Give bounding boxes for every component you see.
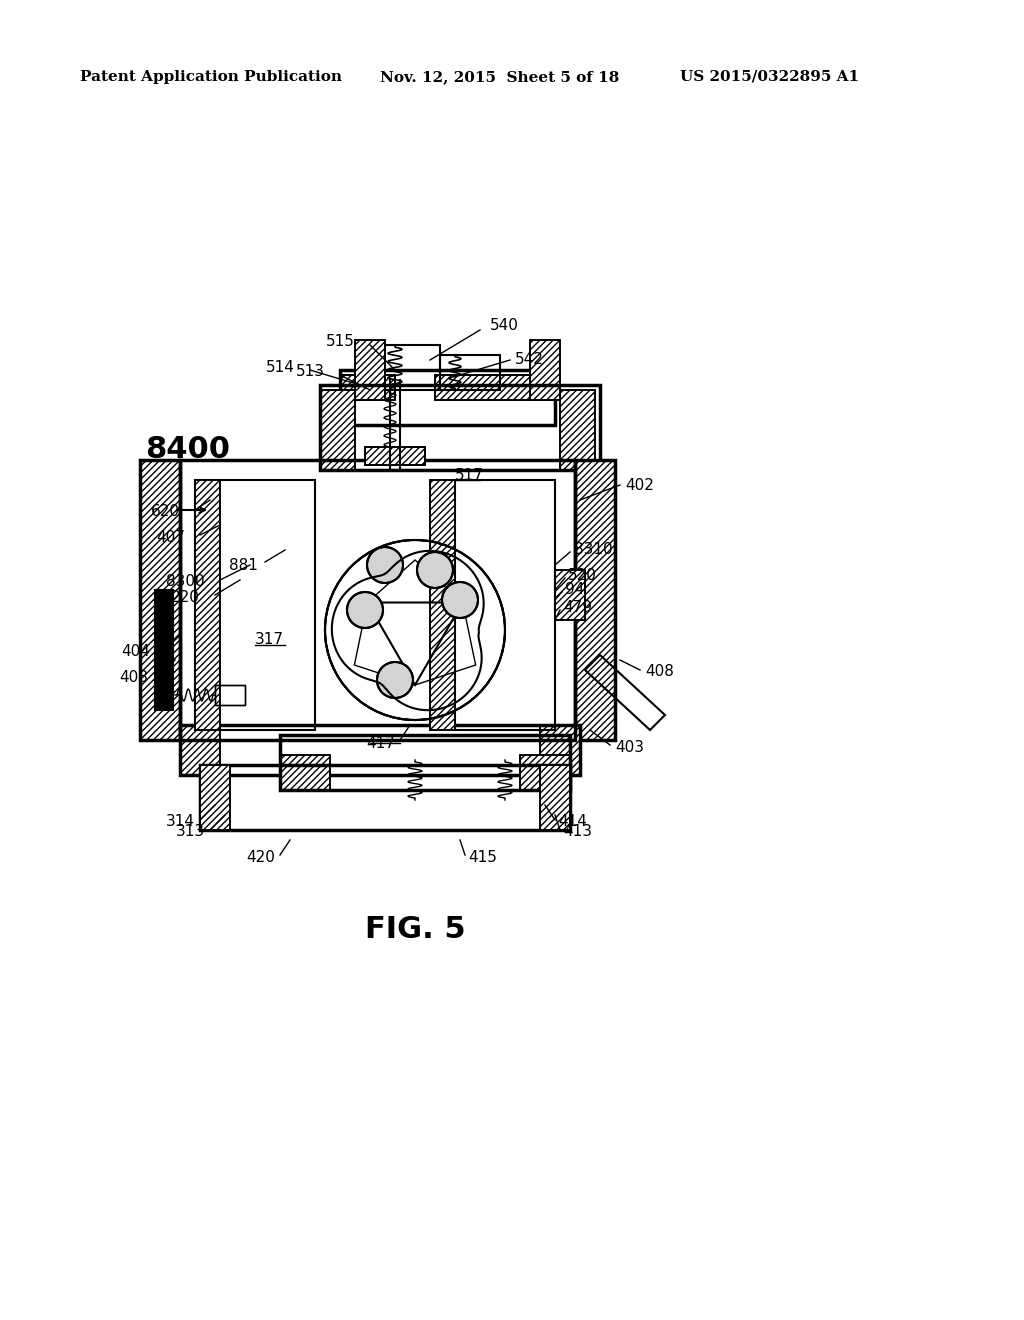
Bar [340, 375, 395, 400]
Bar [180, 725, 580, 775]
Text: 313: 313 [176, 825, 205, 840]
Bar [520, 755, 570, 789]
Bar [540, 725, 580, 775]
Bar [195, 480, 220, 730]
Bar [319, 389, 355, 470]
Bar [520, 755, 570, 789]
Bar [155, 590, 173, 710]
Bar [530, 341, 560, 400]
Bar [540, 766, 570, 830]
Text: 220: 220 [171, 590, 200, 605]
Bar [380, 345, 440, 389]
Text: 881: 881 [229, 557, 258, 573]
Text: 517: 517 [455, 467, 484, 483]
Text: 513: 513 [296, 364, 325, 380]
Text: 408: 408 [645, 664, 674, 680]
Bar [340, 375, 395, 400]
Text: 8310: 8310 [574, 543, 612, 557]
Bar [140, 459, 180, 741]
Circle shape [347, 591, 383, 628]
Bar [430, 480, 455, 730]
Circle shape [377, 663, 413, 698]
Bar [319, 385, 600, 470]
Bar [195, 480, 315, 730]
Bar [540, 766, 570, 830]
Text: 317: 317 [255, 632, 284, 648]
Text: US 2015/0322895 A1: US 2015/0322895 A1 [680, 70, 859, 84]
Text: 414: 414 [558, 814, 587, 829]
Text: 620: 620 [151, 504, 180, 520]
Text: Nov. 12, 2015  Sheet 5 of 18: Nov. 12, 2015 Sheet 5 of 18 [380, 70, 620, 84]
Text: Patent Application Publication: Patent Application Publication [80, 70, 342, 84]
Bar [435, 375, 555, 400]
Bar [575, 459, 615, 741]
Text: 420: 420 [246, 850, 275, 865]
Bar [200, 766, 570, 830]
Bar [430, 480, 455, 730]
Bar [319, 389, 355, 470]
Bar [455, 480, 555, 730]
Bar [200, 766, 230, 830]
Text: 314: 314 [166, 814, 195, 829]
Text: 403: 403 [615, 739, 644, 755]
Text: 415: 415 [468, 850, 497, 865]
Bar [195, 480, 220, 730]
Circle shape [417, 552, 453, 587]
Text: 515: 515 [326, 334, 355, 350]
Bar [180, 725, 220, 775]
Text: 94: 94 [565, 582, 585, 598]
Text: 520: 520 [568, 568, 597, 582]
Text: 479: 479 [563, 601, 592, 615]
Bar [560, 389, 595, 470]
Text: 542: 542 [515, 352, 544, 367]
Bar [280, 755, 330, 789]
Bar [215, 685, 245, 705]
Bar [355, 341, 385, 400]
Circle shape [442, 582, 478, 618]
Bar [365, 447, 425, 465]
Bar [180, 725, 220, 775]
Text: 8300: 8300 [166, 574, 205, 590]
Bar [540, 725, 580, 775]
Text: FIG. 5: FIG. 5 [365, 916, 465, 945]
Bar [200, 766, 230, 830]
Text: 540: 540 [490, 318, 519, 333]
Bar [355, 341, 385, 400]
Circle shape [367, 546, 403, 583]
Text: 408: 408 [119, 669, 148, 685]
Text: 413: 413 [563, 825, 592, 840]
Bar [365, 447, 425, 465]
Bar [340, 370, 555, 425]
Bar [280, 755, 330, 789]
Text: 514: 514 [266, 359, 295, 375]
Bar [435, 375, 555, 400]
Bar [560, 389, 595, 470]
Text: 407: 407 [156, 529, 185, 544]
Bar [530, 341, 560, 400]
Bar [575, 459, 615, 741]
Text: 8400: 8400 [145, 436, 230, 465]
Bar [575, 459, 615, 741]
Bar [555, 570, 585, 620]
Text: 404: 404 [121, 644, 150, 660]
Text: 417: 417 [367, 735, 395, 751]
Bar [440, 355, 500, 389]
Bar [215, 685, 245, 705]
Bar [555, 570, 585, 620]
Bar [280, 735, 570, 789]
Bar [140, 459, 180, 741]
Bar [180, 459, 575, 741]
Text: 402: 402 [625, 478, 654, 492]
Bar [140, 459, 180, 741]
